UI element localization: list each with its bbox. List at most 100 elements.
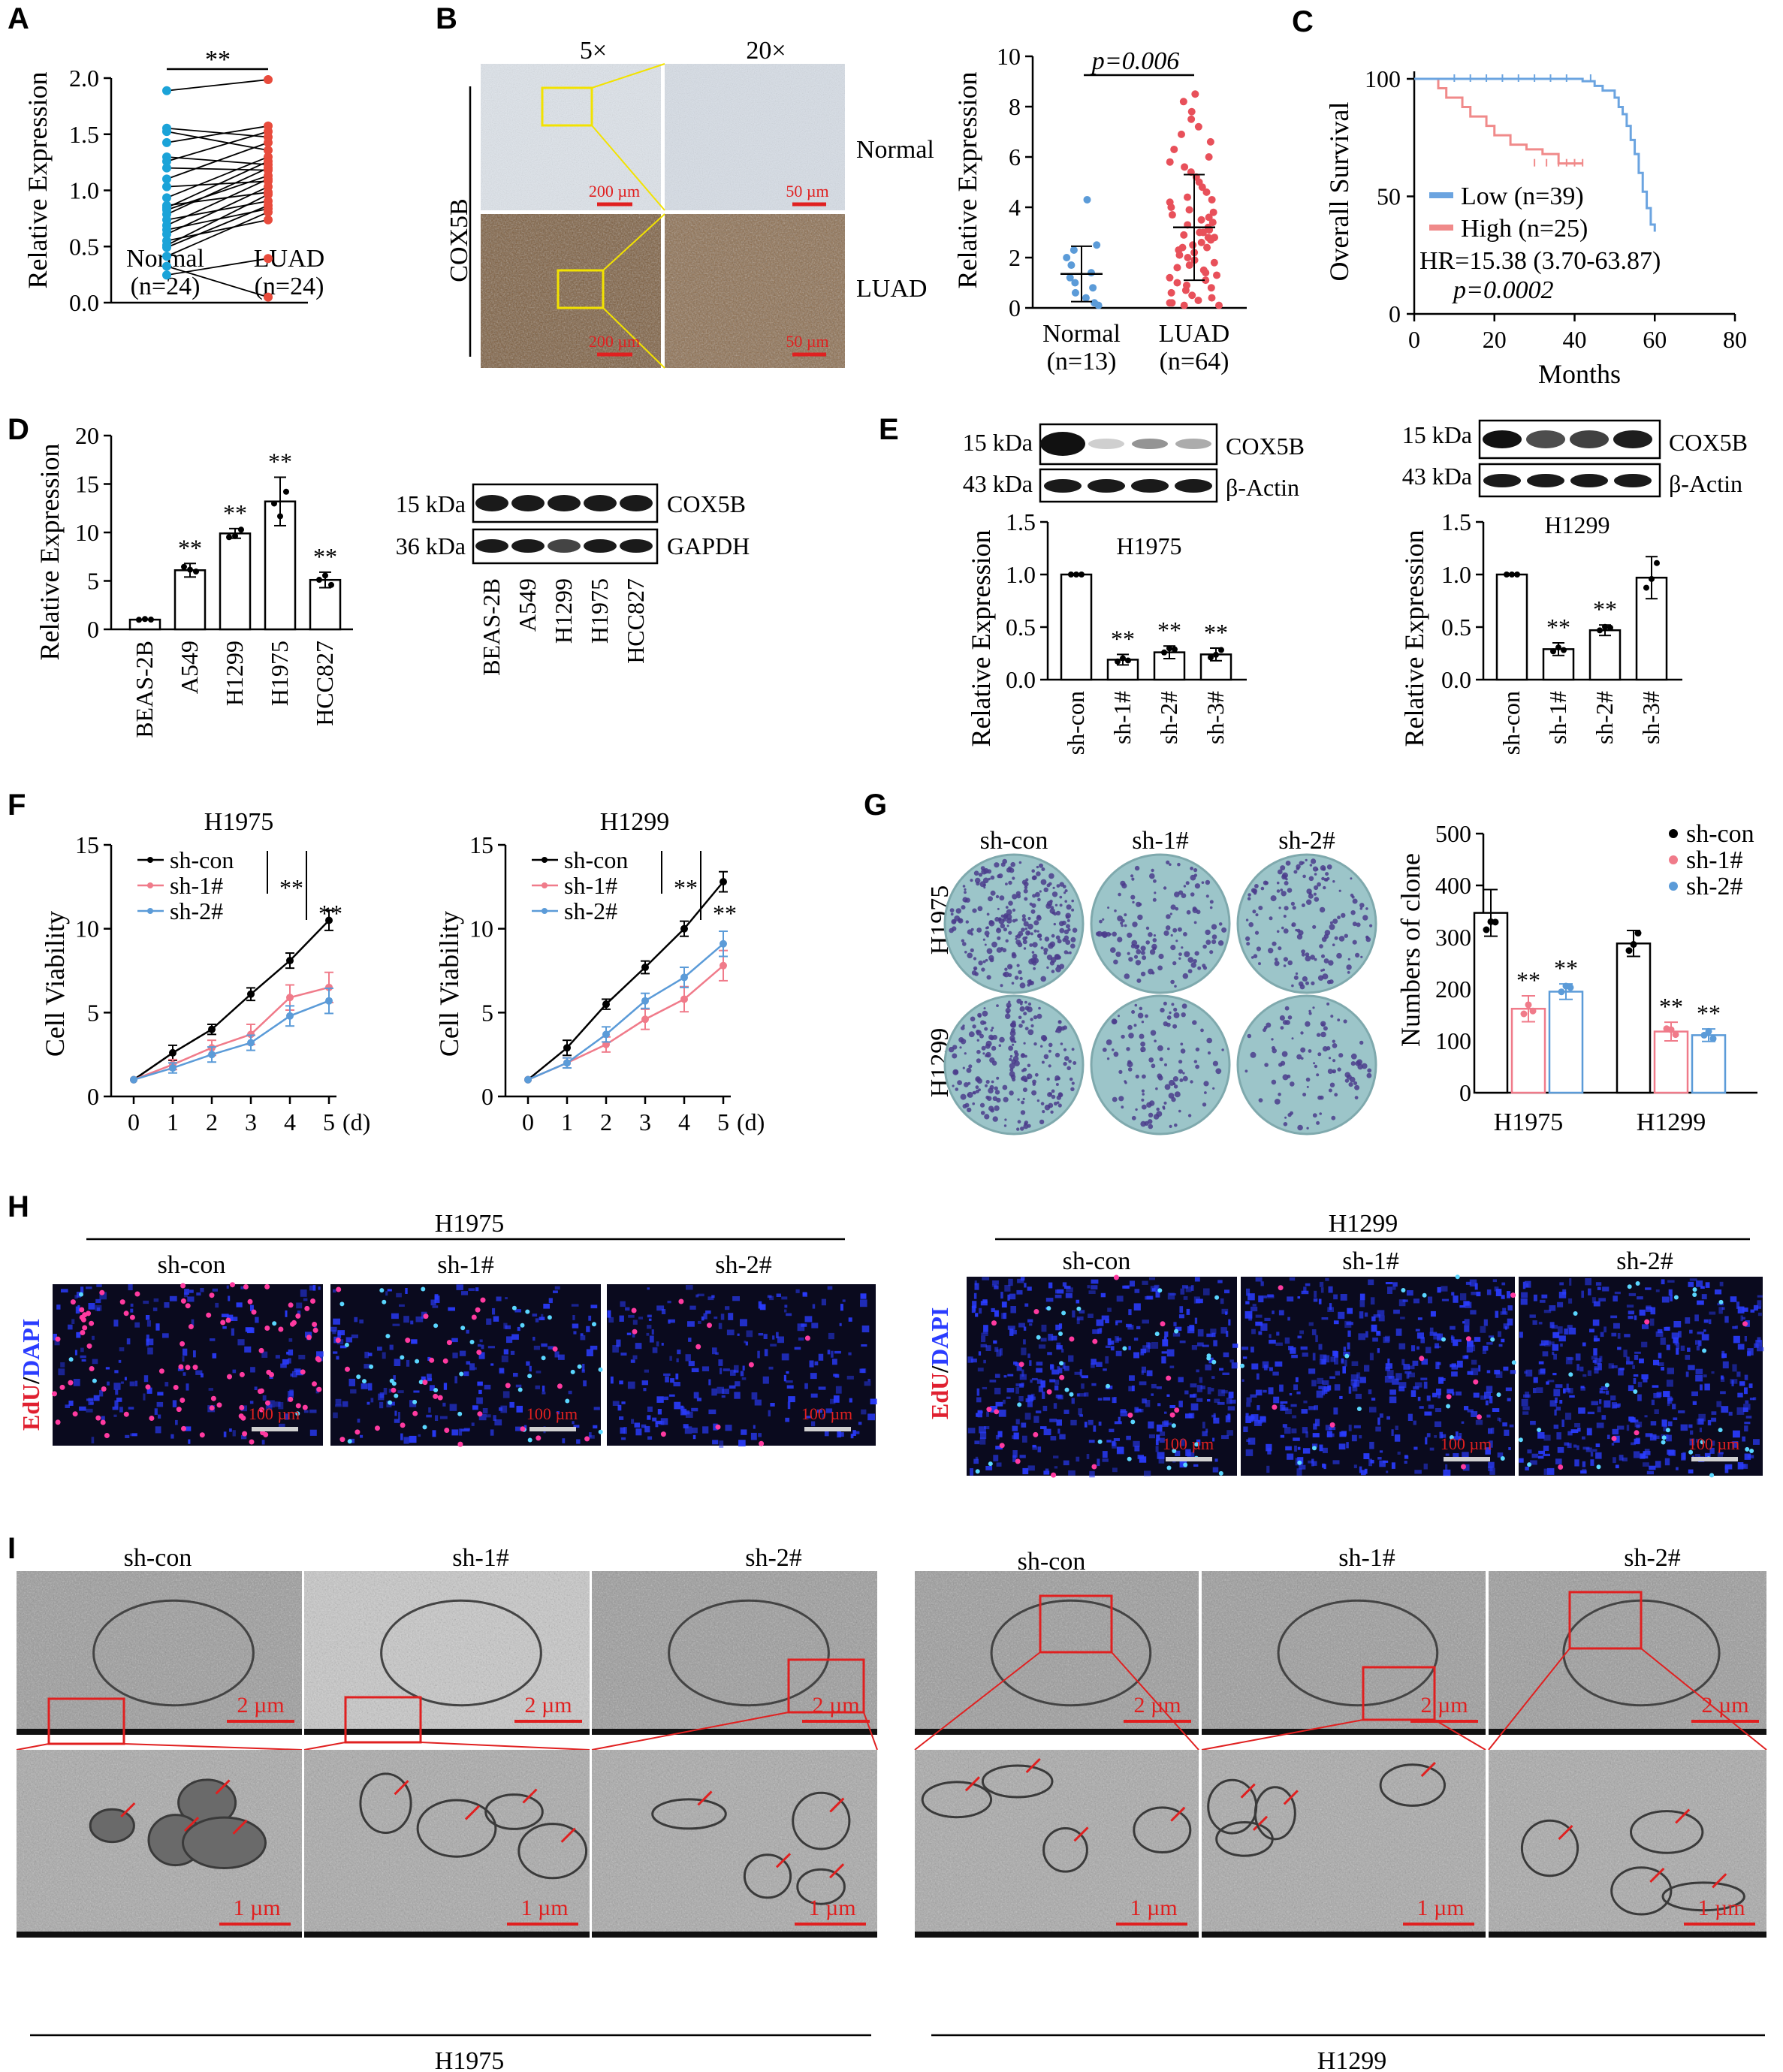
edu-cyan-1-33 — [525, 1309, 530, 1314]
colony-0-1-7 — [1120, 921, 1124, 925]
colony-0-0-253 — [1054, 903, 1058, 907]
edu-dapi-3-257 — [1097, 1458, 1100, 1467]
edu-dapi-4-24 — [1300, 1346, 1308, 1350]
edu-dapi-1-110 — [426, 1414, 432, 1418]
panel-f2-xtick-label-1: 1 — [561, 1108, 573, 1136]
edu-dapi-5-368 — [1540, 1299, 1546, 1303]
edu-dapi-2-115 — [689, 1305, 696, 1310]
edu-dapi-5-189 — [1521, 1292, 1528, 1298]
edu-dapi-4-85 — [1296, 1468, 1302, 1476]
edu-dapi-3-10 — [1194, 1277, 1200, 1282]
edu-cyan-1-29 — [418, 1380, 424, 1385]
edu-dapi-0-43 — [158, 1414, 161, 1419]
colony-1-2-90 — [1316, 1120, 1320, 1125]
colony-1-0-126 — [979, 1033, 984, 1039]
colony-1-0-180 — [1010, 1027, 1015, 1033]
panel-f1-xtick-label-2: 2 — [206, 1108, 218, 1136]
edu-dapi-4-382 — [1356, 1372, 1361, 1379]
edu-dapi-4-288 — [1334, 1384, 1341, 1391]
edu-dapi-4-287 — [1383, 1336, 1390, 1344]
edu-dapi-5-36 — [1590, 1452, 1594, 1457]
edu-dapi-5-128 — [1655, 1461, 1661, 1468]
colony-1-0-86 — [949, 1046, 955, 1053]
colony-0-0-53 — [1057, 939, 1062, 944]
edu-pink-4-3 — [1419, 1356, 1425, 1362]
colony-1-1-21 — [1137, 1012, 1144, 1019]
edu-dapi-3-366 — [1101, 1315, 1109, 1320]
panel-b-point-luad-21 — [1209, 208, 1217, 216]
edu-dapi-3-161 — [1126, 1323, 1132, 1328]
edu-dapi-3-23 — [982, 1331, 988, 1334]
edu-dapi-5-47 — [1585, 1278, 1591, 1286]
edu-dapi-3-209 — [1012, 1330, 1017, 1335]
edu-cyan-1-4 — [577, 1364, 582, 1369]
edu-pink-0-86 — [119, 1299, 125, 1305]
colony-0-0-126 — [1059, 927, 1065, 933]
edu-dapi-5-298 — [1688, 1424, 1693, 1428]
panel-h2-col-0: sh-con — [1063, 1247, 1131, 1275]
colony-0-0-74 — [950, 912, 954, 916]
panel-a-point-normal-6 — [162, 163, 171, 173]
colony-1-0-146 — [961, 1026, 965, 1030]
edu-dapi-4-49 — [1347, 1330, 1351, 1337]
edu-dapi-4-115 — [1485, 1447, 1491, 1455]
edu-dapi-2-147 — [643, 1388, 647, 1392]
colony-0-2-92 — [1338, 889, 1341, 892]
panel-h2-side-label: EdU/DAPI — [926, 1307, 953, 1419]
blot-e2-kda15: 15 kDa — [1402, 421, 1472, 448]
edu-dapi-3-178 — [993, 1455, 999, 1461]
edu-dapi-4-403 — [1467, 1340, 1474, 1347]
edu-dapi-3-70 — [1173, 1322, 1177, 1327]
colony-0-1-35 — [1151, 868, 1154, 873]
colony-0-0-44 — [1030, 932, 1033, 936]
edu-dapi-3-318 — [1021, 1347, 1027, 1356]
edu-dapi-0-94 — [215, 1302, 219, 1308]
edu-dapi-0-122 — [107, 1381, 110, 1386]
edu-dapi-2-162 — [675, 1373, 679, 1380]
edu-dapi-4-387 — [1292, 1415, 1297, 1419]
colony-0-2-148 — [1251, 956, 1254, 959]
edu-dapi-4-310 — [1503, 1323, 1510, 1329]
edu-dapi-4-388 — [1507, 1305, 1513, 1310]
edu-dapi-1-79 — [378, 1393, 385, 1401]
colony-1-0-167 — [1036, 1013, 1042, 1019]
blot-e2-kda43: 43 kDa — [1402, 463, 1472, 490]
edu-dapi-2-93 — [744, 1341, 747, 1344]
colony-plate-0-2 — [1236, 853, 1377, 994]
edu-pink-3-18 — [1046, 1389, 1052, 1395]
edu-pink-1-20 — [457, 1441, 463, 1447]
edu-dapi-3-108 — [1226, 1430, 1233, 1436]
edu-dapi-5-209 — [1740, 1315, 1743, 1322]
colony-0-0-33 — [1048, 873, 1054, 879]
panel-b-row-luad: LUAD — [856, 275, 927, 303]
colony-0-0-190 — [1049, 941, 1056, 948]
tem-top-scale-label-0: 2 µm — [237, 1693, 284, 1718]
edu-dapi-4-230 — [1386, 1370, 1394, 1377]
edu-dapi-0-24 — [183, 1292, 188, 1298]
edu-dapi-3-370 — [1007, 1374, 1014, 1377]
edu-pink-0-10 — [89, 1320, 95, 1326]
edu-dapi-1-137 — [400, 1433, 403, 1440]
edu-dapi-5-396 — [1555, 1397, 1558, 1403]
panel-b-ytick-label-5: 10 — [997, 43, 1021, 70]
edu-dapi-5-297 — [1737, 1344, 1745, 1350]
colony-1-0-215 — [1048, 1049, 1051, 1053]
edu-dapi-4-326 — [1334, 1351, 1338, 1358]
edu-dapi-2-176 — [753, 1425, 756, 1429]
edu-dapi-5-236 — [1599, 1356, 1603, 1362]
panel-g-bar-1-2 — [1691, 1034, 1727, 1094]
colony-0-0-95 — [1000, 923, 1006, 929]
edu-dapi-4-364 — [1426, 1433, 1431, 1437]
panel-f1-legend-dot-2 — [147, 908, 153, 914]
tem-arrow-2-0 — [775, 1853, 792, 1868]
edu-dapi-1-147 — [515, 1384, 522, 1388]
colony-1-0-0 — [1005, 1013, 1011, 1020]
edu-dapi-1-163 — [523, 1425, 527, 1431]
edu-dapi-0-113 — [226, 1314, 234, 1321]
edu-dapi-3-197 — [1211, 1388, 1214, 1392]
colony-1-0-13 — [983, 1007, 986, 1010]
colony-0-0-197 — [1033, 967, 1036, 970]
panel-d-dot-4-1 — [322, 572, 328, 579]
colony-0-2-2 — [1329, 924, 1335, 930]
edu-dapi-2-85 — [685, 1354, 691, 1362]
